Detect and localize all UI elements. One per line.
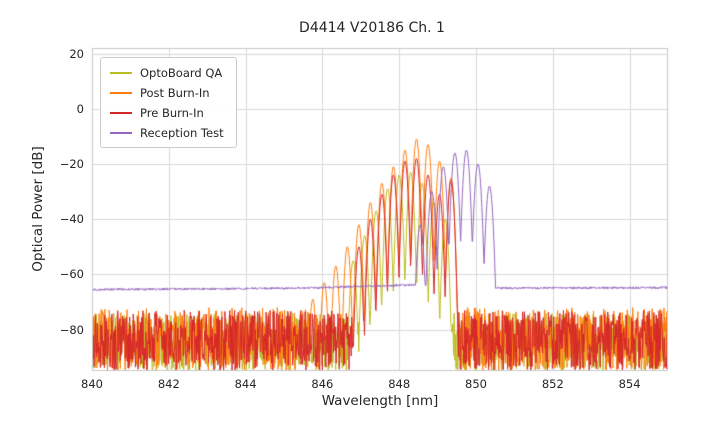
legend-label: Reception Test [140,125,224,140]
y-tick-label: 20 [69,46,84,61]
y-tick-label: −20 [59,156,84,171]
legend-item-reception-test: Reception Test [110,125,224,140]
x-tick-label: 840 [81,377,103,391]
y-axis-label: Optical Power [dB] [30,146,46,272]
x-tick-label: 842 [157,377,180,391]
legend-label: Pre Burn-In [140,105,204,120]
x-tick-label: 844 [234,377,257,391]
legend: OptoBoard QA Post Burn-In Pre Burn-In Recep… [100,57,237,148]
x-tick-label: 850 [465,377,487,391]
x-axis-label: Wavelength [nm] [321,393,439,409]
chart-title: D4414 V20186 Ch. 1 [299,20,445,36]
y-tick-label: −80 [59,322,84,337]
y-tick-label: −40 [59,212,84,227]
x-tick-label: 854 [618,377,641,391]
y-tick-label: −60 [59,267,84,282]
x-tick-label: 848 [388,377,411,391]
x-tick-label: 846 [311,377,334,391]
legend-line-swatch [110,71,132,74]
legend-item-optoboard-qa: OptoBoard QA [110,65,224,80]
legend-line-swatch [110,111,132,114]
legend-label: OptoBoard QA [140,65,223,80]
y-tick-label: 0 [76,101,84,116]
legend-label: Post Burn-In [140,85,210,100]
legend-line-swatch [110,91,132,94]
legend-line-swatch [110,131,132,134]
legend-item-pre-burn-in: Pre Burn-In [110,105,224,120]
legend-item-post-burn-in: Post Burn-In [110,85,224,100]
x-tick-label: 852 [541,377,564,391]
